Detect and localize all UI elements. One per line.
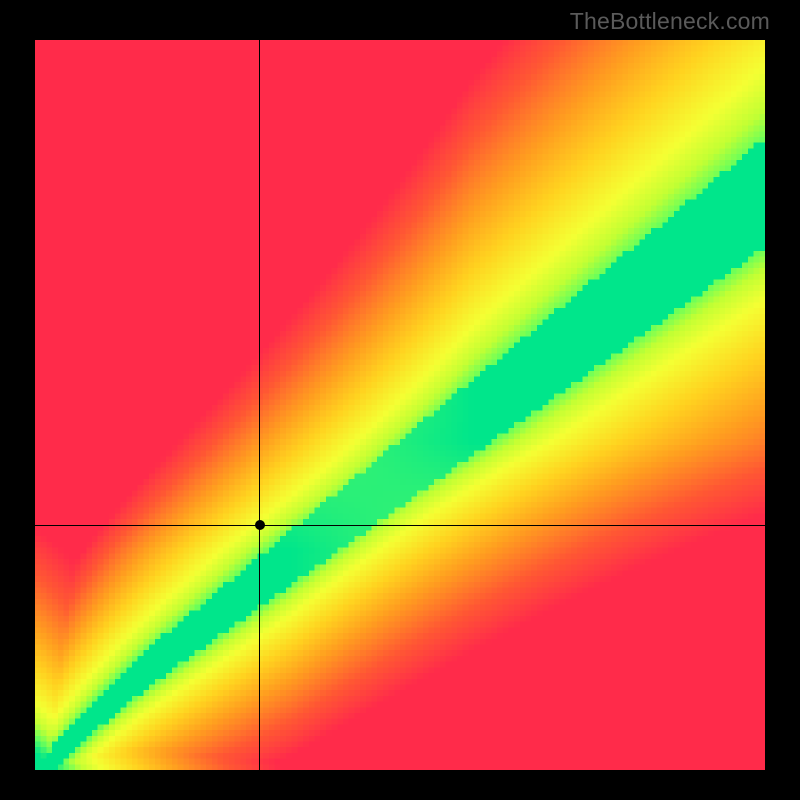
crosshair-vertical <box>259 40 260 770</box>
watermark-text: TheBottleneck.com <box>570 8 770 35</box>
crosshair-horizontal <box>35 525 765 526</box>
plot-area <box>35 40 765 770</box>
heatmap-canvas <box>35 40 765 770</box>
chart-container: { "watermark": { "text": "TheBottleneck.… <box>0 0 800 800</box>
